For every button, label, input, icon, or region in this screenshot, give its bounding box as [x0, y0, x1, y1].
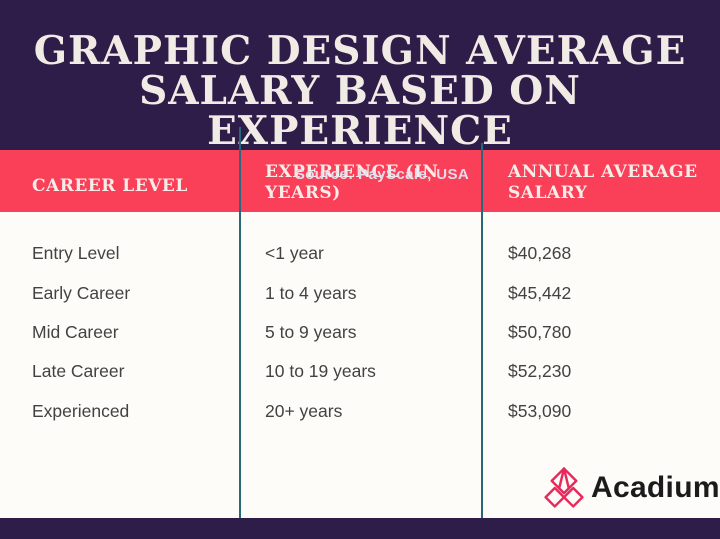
- cell-salary: $40,268: [508, 243, 572, 264]
- cell-career-level: Early Career: [32, 282, 131, 303]
- brand-logo: Acadium: [543, 466, 720, 509]
- cell-experience: <1 year: [265, 243, 324, 264]
- cell-career-level: Late Career: [32, 361, 125, 382]
- page-title-line-1: GRAPHIC DESIGN AVERAGE: [33, 28, 687, 74]
- table-row: Experienced 20+ years $53,090: [0, 392, 720, 431]
- cell-salary: $45,442: [508, 282, 572, 303]
- brand-name: Acadium: [591, 470, 720, 504]
- acadium-diamond-icon: [544, 467, 584, 508]
- source-caption: Source: PayScale, USA: [294, 166, 470, 183]
- title-section: GRAPHIC DESIGN AVERAGE SALARY BASED ON E…: [0, 0, 720, 183]
- table-row: Early Career 1 to 4 years $45,442: [0, 273, 720, 312]
- column-header-label: EXPERIENCE (IN YEARS): [265, 162, 439, 203]
- table-row: Entry Level <1 year $40,268: [0, 234, 720, 273]
- footer-bar: [0, 518, 720, 539]
- column-header-experience: EXPERIENCE (IN YEARS): [240, 150, 482, 212]
- column-divider-line: [481, 143, 483, 518]
- cell-experience: 10 to 19 years: [265, 361, 376, 382]
- cell-career-level: Experienced: [32, 400, 130, 421]
- column-header-label: ANNUAL AVERAGE SALARY: [508, 162, 698, 203]
- column-divider-line: [239, 127, 241, 518]
- table-row: Late Career 10 to 19 years $52,230: [0, 352, 720, 391]
- cell-salary: $50,780: [508, 321, 572, 342]
- table-row: Mid Career 5 to 9 years $50,780: [0, 313, 720, 352]
- column-header-label: CAREER LEVEL: [32, 176, 188, 196]
- cell-experience: 20+ years: [265, 400, 343, 421]
- table-body: Entry Level <1 year $40,268 Early Career…: [0, 212, 720, 518]
- page-title: GRAPHIC DESIGN AVERAGE SALARY BASED ON E…: [0, 0, 720, 151]
- cell-career-level: Mid Career: [32, 321, 119, 342]
- cell-salary: $53,090: [508, 400, 572, 421]
- cell-salary: $52,230: [508, 361, 572, 382]
- page-title-line-2: SALARY BASED ON EXPERIENCE: [139, 68, 581, 154]
- cell-career-level: Entry Level: [32, 243, 120, 264]
- cell-experience: 5 to 9 years: [265, 321, 357, 342]
- column-header-career-level: CAREER LEVEL: [0, 150, 240, 212]
- cell-experience: 1 to 4 years: [265, 282, 357, 303]
- column-header-annual-salary: ANNUAL AVERAGE SALARY: [482, 150, 720, 212]
- table-header: CAREER LEVEL EXPERIENCE (IN YEARS) ANNUA…: [0, 150, 720, 212]
